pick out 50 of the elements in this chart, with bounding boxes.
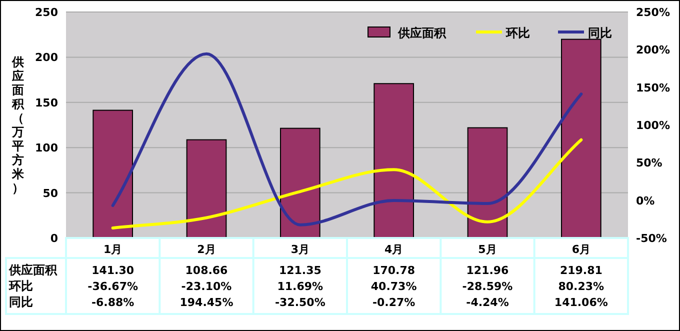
y2-tick-label: 200% <box>636 44 670 57</box>
x-tick-label: 3月 <box>290 243 310 256</box>
data-label: 80.23% <box>558 280 604 293</box>
data-label: 40.73% <box>370 280 417 293</box>
data-label: 121.35 <box>278 264 322 277</box>
data-label: 121.96 <box>466 264 510 277</box>
x-tick-label: 2月 <box>197 243 216 256</box>
data-label: -23.10% <box>181 280 232 293</box>
bar <box>374 83 414 238</box>
y2-tick-label: -50% <box>636 232 667 245</box>
data-label: -28.59% <box>462 280 513 293</box>
bar <box>280 128 320 238</box>
data-label: 170.78 <box>372 264 416 277</box>
bar <box>92 110 134 238</box>
y-tick-label: 100 <box>35 142 58 155</box>
x-tick-label: 4月 <box>384 243 404 256</box>
data-label: 108.66 <box>185 264 228 277</box>
data-label: 219.81 <box>560 264 602 277</box>
y-tick-label: 250 <box>35 6 58 19</box>
data-label: 141.30 <box>92 264 134 277</box>
y-tick-label: 150 <box>35 96 58 110</box>
x-tick-label: 5月 <box>478 243 497 256</box>
y2-tick-label: 100% <box>636 119 670 132</box>
y2-tick-label: 0% <box>636 194 655 208</box>
text: 供应面积 <box>9 263 57 277</box>
y2-tick-label: 150% <box>636 81 670 94</box>
y-tick-label: 200 <box>35 51 58 64</box>
data-label: -4.24% <box>466 296 509 309</box>
text: 供应面积（万平方米） <box>12 55 24 195</box>
text: 环比 <box>9 279 33 293</box>
data-label: -6.88% <box>91 296 134 309</box>
data-label: 194.45% <box>180 296 234 309</box>
y-tick-label: 50 <box>42 186 58 200</box>
data-label: -0.27% <box>372 296 416 309</box>
data-label: -32.50% <box>274 296 326 309</box>
bar <box>560 38 602 238</box>
legend-label: 供应面积 <box>397 26 447 40</box>
data-label: 141.06% <box>554 296 608 309</box>
bar <box>467 127 508 238</box>
bar <box>186 139 227 238</box>
y-tick-label: 0 <box>50 232 58 245</box>
y2-tick-label: 250% <box>636 6 670 19</box>
x-tick-label: 1月 <box>104 243 122 256</box>
legend-label: 环比 <box>505 26 530 40</box>
legend-label: 同比 <box>588 26 612 40</box>
data-label: 11.69% <box>277 280 324 293</box>
x-tick-label: 6月 <box>572 243 590 256</box>
y2-tick-label: 50% <box>636 156 662 170</box>
text: 同比 <box>9 295 33 309</box>
data-label: -36.67% <box>88 280 138 293</box>
